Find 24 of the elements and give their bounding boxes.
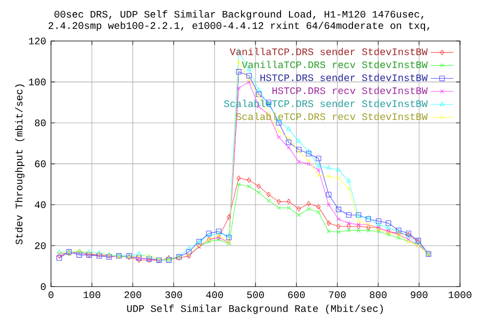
chart-title: 00sec DRS, UDP Self Similar Background Load, H1-M120 1476usec, xyxy=(54,10,424,20)
x-tick-label: 1000 xyxy=(448,291,472,298)
x-tick-label: 100 xyxy=(84,291,100,298)
y-axis-title: Stdev Throughput (mbit/sec) xyxy=(15,84,24,244)
chart-subtitle: 2.4.20smp web100-2.2.1, e1000-4.4.12 rxint 64/64moderate on txq, xyxy=(48,22,430,31)
y-tick-label: 100 xyxy=(29,78,46,86)
legend-label: HSTCP.DRS recv StdevInstBW xyxy=(272,86,428,94)
y-tick-label: 80 xyxy=(34,119,46,126)
x-tick-label: 300 xyxy=(165,291,182,298)
x-tick-label: 0 xyxy=(48,291,54,298)
x-tick-label: 200 xyxy=(124,291,142,298)
y-tick-label: 0 xyxy=(40,283,46,290)
x-tick-label: 700 xyxy=(329,291,346,298)
y-tick-label: 20 xyxy=(35,242,46,250)
y-tick-label: 120 xyxy=(29,38,46,44)
x-tick-label: 600 xyxy=(288,291,305,298)
x-tick-label: 800 xyxy=(370,291,387,298)
x-tick-label: 400 xyxy=(206,291,223,298)
x-axis-title: UDP Self Similar Background Rate (Mbit/sec) xyxy=(127,304,383,314)
y-tick-label: 40 xyxy=(34,201,46,208)
legend-label: HSTCP.DRS sender StdevInstBW xyxy=(260,74,428,82)
x-tick-label: 500 xyxy=(247,291,264,298)
y-tick-label: 60 xyxy=(35,160,46,168)
x-tick-label: 900 xyxy=(410,291,428,298)
